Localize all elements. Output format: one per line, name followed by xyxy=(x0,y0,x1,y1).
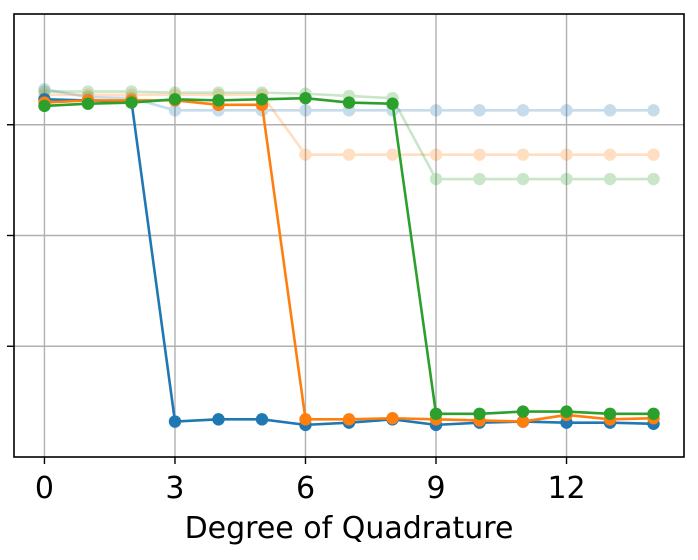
series-1-line xyxy=(44,93,654,156)
series-1-point-8 xyxy=(386,148,399,161)
series-1-point-9 xyxy=(429,148,443,161)
series-5-point-4 xyxy=(212,94,225,107)
grid-layer xyxy=(14,14,684,457)
series-5-point-7 xyxy=(342,96,356,109)
series-3-line xyxy=(44,97,654,427)
series-2-point-11 xyxy=(516,172,530,186)
series-1-point-11 xyxy=(516,148,530,161)
series-5-point-3 xyxy=(168,93,182,106)
series-1-point-10 xyxy=(473,148,486,161)
x-axis-label: Degree of Quadrature xyxy=(185,511,514,546)
series-0-point-14 xyxy=(647,104,660,117)
series-4-point-7 xyxy=(342,413,356,426)
series-5-point-11 xyxy=(516,405,530,418)
series-2-point-14 xyxy=(647,172,660,186)
series-0-point-3 xyxy=(168,104,182,117)
series-5-point-2 xyxy=(125,96,138,109)
series-1-point-7 xyxy=(342,148,356,161)
series-0-point-13 xyxy=(603,104,617,117)
series-2-point-12 xyxy=(560,172,573,186)
series-1-point-13 xyxy=(603,148,617,161)
series-5-point-10 xyxy=(473,407,486,421)
series-5-point-1 xyxy=(81,97,95,110)
series-5-point-12 xyxy=(560,405,573,418)
series-5-point-13 xyxy=(603,407,617,421)
series-2-point-1 xyxy=(81,85,95,98)
x-tick-label-2: 6 xyxy=(296,471,315,506)
series-2-point-9 xyxy=(429,172,443,186)
series-0-point-0 xyxy=(38,83,51,96)
series-3-point-5 xyxy=(255,413,269,426)
series-5-point-0 xyxy=(38,99,51,113)
series-4-point-8 xyxy=(386,412,399,425)
x-tick-label-4: 12 xyxy=(547,471,585,506)
series-0-point-9 xyxy=(429,104,443,117)
series-1-point-14 xyxy=(647,148,660,161)
series-0-point-11 xyxy=(516,104,530,117)
series-5-point-14 xyxy=(647,407,660,421)
series-1-point-6 xyxy=(299,148,312,161)
series-2-line xyxy=(44,90,654,181)
series-4-point-6 xyxy=(299,413,312,426)
series-5-point-6 xyxy=(299,91,312,105)
series-0-point-10 xyxy=(473,104,486,117)
series-4-point-11 xyxy=(516,415,530,428)
series-5-point-9 xyxy=(429,407,443,421)
x-tick-label-0: 0 xyxy=(35,471,54,506)
tick-layer: 0 3 6 9 12 xyxy=(7,124,586,506)
series-2-point-13 xyxy=(603,172,617,186)
x-tick-label-3: 9 xyxy=(426,471,445,506)
series-5-point-5 xyxy=(255,93,269,106)
series-0-point-6 xyxy=(299,104,312,117)
series-5-point-8 xyxy=(386,97,399,110)
series-3-point-4 xyxy=(212,413,225,426)
x-tick-label-1: 3 xyxy=(165,471,184,506)
series-0-point-12 xyxy=(560,104,573,117)
series-3-point-3 xyxy=(168,415,182,428)
series-2-point-2 xyxy=(125,85,138,98)
series-5 xyxy=(38,91,660,421)
series-5-line xyxy=(44,96,654,416)
series-1-point-12 xyxy=(560,148,573,161)
series-2-point-10 xyxy=(473,172,486,186)
series-layer xyxy=(38,83,660,432)
